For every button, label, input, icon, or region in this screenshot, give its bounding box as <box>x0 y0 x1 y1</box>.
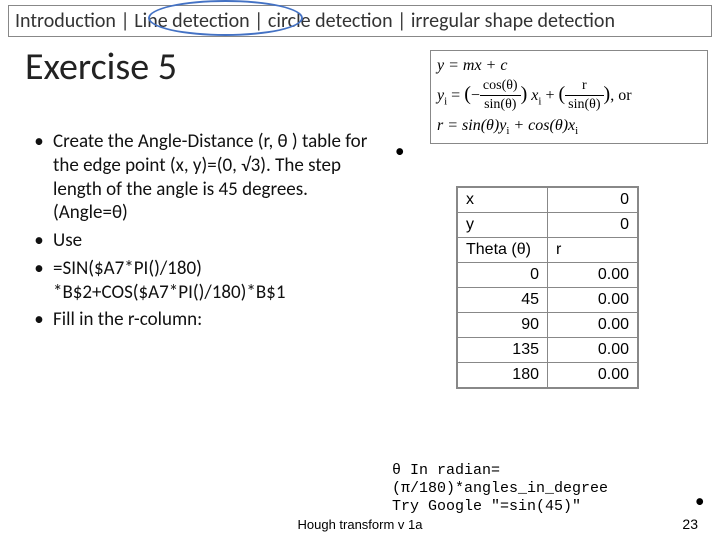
cell-header: Theta (θ) <box>458 238 548 263</box>
bullet-dot-icon: • <box>395 140 404 163</box>
cell-r: 0.00 <box>548 338 638 363</box>
cell-r: 0.00 <box>548 263 638 288</box>
nav-introduction: Introduction <box>15 9 116 33</box>
list-item: • Use <box>25 229 385 253</box>
frac-den: sin(θ) <box>480 96 521 115</box>
bullet-list: • Create the Angle-Distance (r, θ ) tabl… <box>25 130 385 336</box>
bullet-text: Fill in the r-column: <box>53 308 385 332</box>
bullet-dot-icon: • <box>25 308 53 332</box>
note-line: Try Google "=sin(45)" <box>392 498 677 516</box>
cell-value: 0 <box>548 213 638 238</box>
frac-num: r <box>565 77 603 97</box>
list-item: • Fill in the r-column: <box>25 308 385 332</box>
formula-sub: i <box>444 95 447 107</box>
formula-text: , or <box>610 87 631 104</box>
cell-theta: 0 <box>458 263 548 288</box>
formula-line-3: r = sin(θ)yi + cos(θ)xi <box>437 115 701 139</box>
formula-text: + cos(θ)x <box>509 117 575 134</box>
cell-theta: 45 <box>458 288 548 313</box>
cell-label: x <box>458 188 548 213</box>
table-row: 180 0.00 <box>458 363 638 388</box>
nav-bar: Introduction | Line detection | circle d… <box>8 5 712 37</box>
table-row: y 0 <box>458 213 638 238</box>
table-row: x 0 <box>458 188 638 213</box>
table-row: Theta (θ) r <box>458 238 638 263</box>
bullet-dot-icon: • <box>25 229 53 253</box>
cell-r: 0.00 <box>548 363 638 388</box>
table: x 0 y 0 Theta (θ) r 0 0.00 45 0.00 90 0.… <box>457 187 638 388</box>
cell-theta: 135 <box>458 338 548 363</box>
note-line: θ In radian= <box>392 462 677 480</box>
table-row: 45 0.00 <box>458 288 638 313</box>
bullet-text: Use <box>53 229 385 253</box>
cell-label: y <box>458 213 548 238</box>
cell-theta: 180 <box>458 363 548 388</box>
frac-num: cos(θ) <box>480 77 521 97</box>
formula-line-2: yi = (−cos(θ)sin(θ)) xi + (rsin(θ)), or <box>437 77 701 116</box>
list-item: • Create the Angle-Distance (r, θ ) tabl… <box>25 130 385 225</box>
nav-sep: | <box>397 9 411 33</box>
footer-center: Hough transform v 1a <box>0 517 720 532</box>
nav-sep: | <box>120 9 134 33</box>
note-line: (π/180)*angles_in_degree <box>392 480 677 498</box>
cell-r: 0.00 <box>548 313 638 338</box>
formula-text: y = mx + c <box>437 57 507 74</box>
table-row: 90 0.00 <box>458 313 638 338</box>
bullet-text: Create the Angle-Distance (r, θ ) table … <box>53 130 385 225</box>
table-row: 0 0.00 <box>458 263 638 288</box>
bullet-text: =SIN($A7*PI()/180) *B$2+COS($A7*PI()/180… <box>53 257 385 305</box>
cell-r: 0.00 <box>548 288 638 313</box>
note-box: θ In radian= (π/180)*angles_in_degree Tr… <box>392 462 677 516</box>
bullet-dot-icon: • <box>25 257 53 305</box>
cell-theta: 90 <box>458 313 548 338</box>
page-title: Exercise 5 <box>25 44 177 90</box>
nav-irregular-shape: irregular shape detection <box>411 9 615 33</box>
frac-den: sin(θ) <box>565 96 603 115</box>
formula-line-1: y = mx + c <box>437 55 701 77</box>
cell-header: r <box>548 238 638 263</box>
highlight-ellipse <box>148 0 303 36</box>
formula-text: r = sin(θ)y <box>437 117 506 134</box>
formula-box: y = mx + c yi = (−cos(θ)sin(θ)) xi + (rs… <box>430 50 708 144</box>
bullet-dot-icon: • <box>695 490 704 513</box>
fraction: cos(θ)sin(θ) <box>480 77 521 116</box>
table-row: 135 0.00 <box>458 338 638 363</box>
slide: Introduction | Line detection | circle d… <box>0 0 720 540</box>
footer-page-number: 23 <box>682 516 698 532</box>
fraction: rsin(θ) <box>565 77 603 116</box>
formula-sub: i <box>538 95 541 107</box>
cell-value: 0 <box>548 188 638 213</box>
data-table: x 0 y 0 Theta (θ) r 0 0.00 45 0.00 90 0.… <box>456 186 639 389</box>
formula-sub: i <box>575 126 578 138</box>
bullet-dot-icon: • <box>25 130 53 225</box>
list-item: • =SIN($A7*PI()/180) *B$2+COS($A7*PI()/1… <box>25 257 385 305</box>
